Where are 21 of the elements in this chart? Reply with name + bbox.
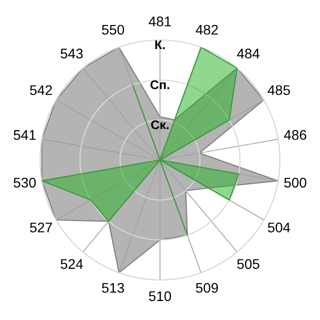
spoke-label: 527 bbox=[30, 222, 52, 232]
y-tick-label: Сп. bbox=[150, 80, 170, 90]
spoke-label: 504 bbox=[268, 222, 290, 232]
spoke-label: 542 bbox=[30, 85, 52, 96]
spoke-label: 485 bbox=[268, 85, 290, 96]
spoke-label: 509 bbox=[196, 282, 218, 293]
spoke-label: 486 bbox=[284, 130, 306, 140]
spoke-label: 513 bbox=[102, 282, 124, 293]
spoke-label: 524 bbox=[60, 259, 83, 269]
spoke-label: 500 bbox=[284, 178, 306, 188]
spoke-label: 482 bbox=[196, 24, 218, 35]
spoke-label: 550 bbox=[102, 24, 124, 35]
spoke-label: 510 bbox=[148, 291, 172, 302]
spoke-label: 543 bbox=[60, 48, 83, 59]
y-tick-label: Ск. bbox=[151, 120, 169, 130]
spoke-label: 530 bbox=[14, 178, 36, 188]
spoke-label: 481 bbox=[148, 16, 171, 26]
spoke-label: 505 bbox=[237, 259, 260, 269]
spoke-label: 484 bbox=[237, 48, 260, 59]
spoke-label: 541 bbox=[14, 130, 36, 140]
y-tick-label: К. bbox=[155, 40, 165, 50]
